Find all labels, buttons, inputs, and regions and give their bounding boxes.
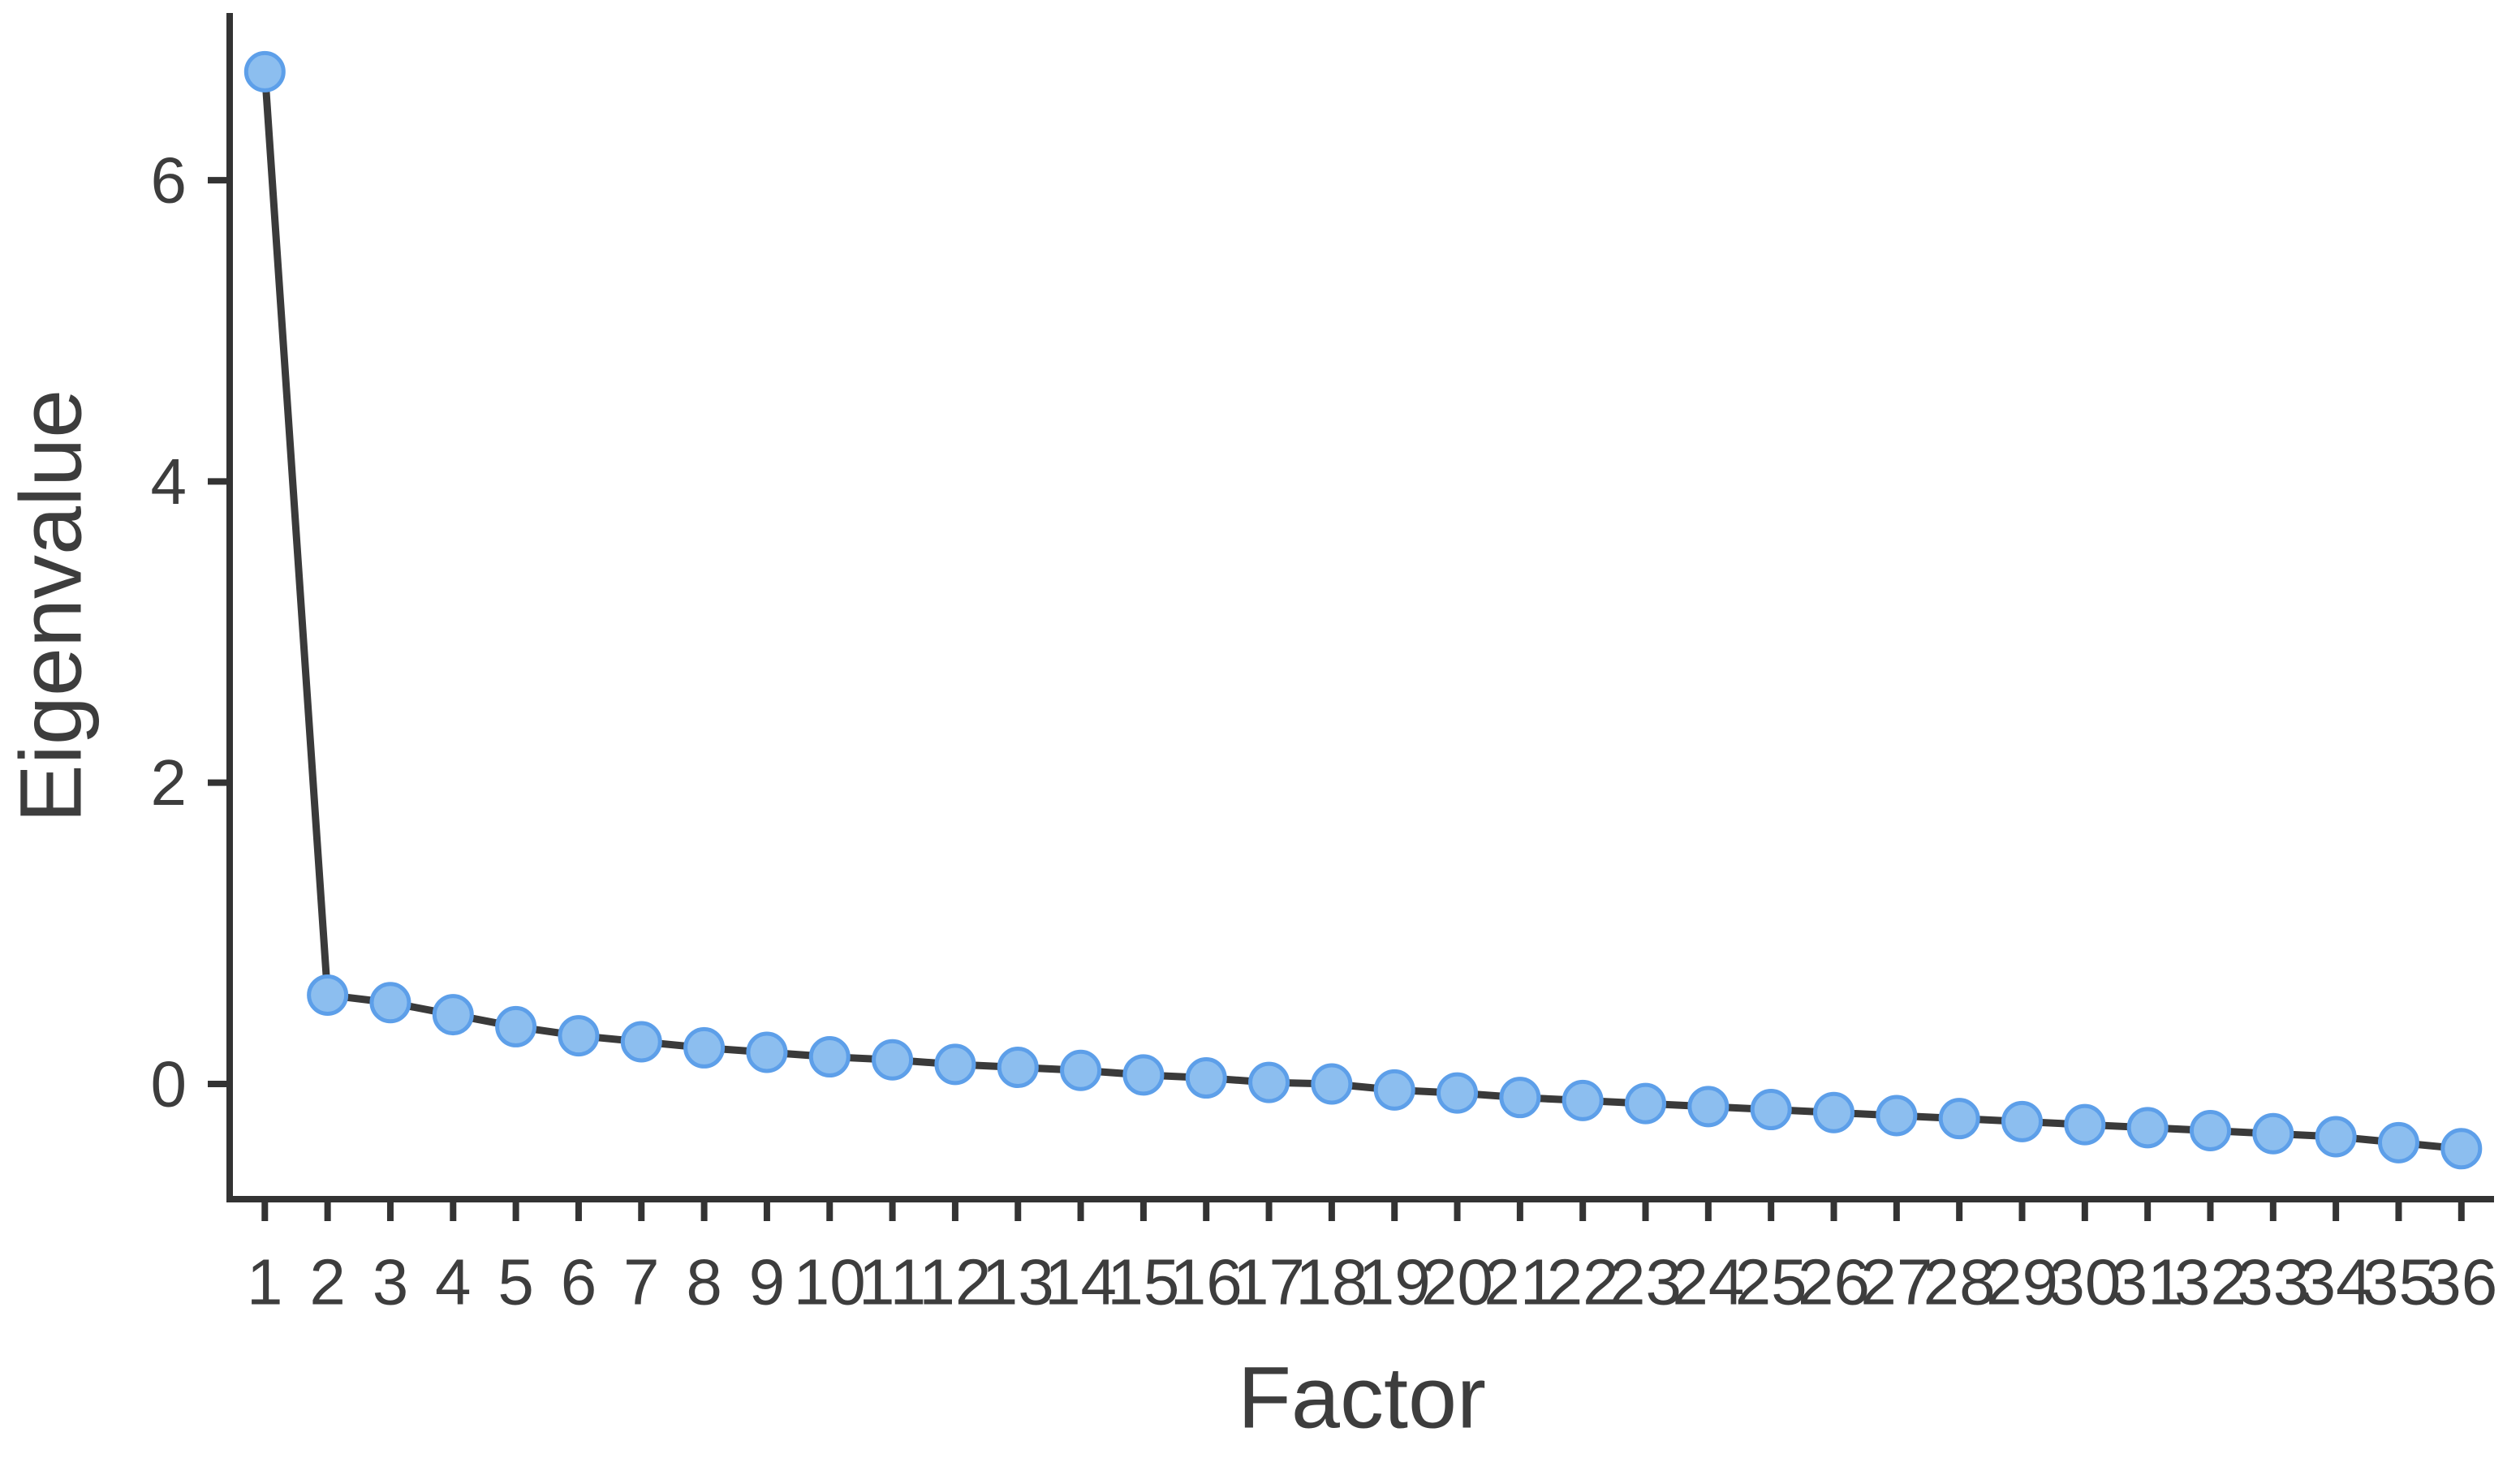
data-point — [1750, 1089, 1792, 1131]
data-point — [746, 1031, 788, 1073]
x-tick-label: 24 — [1672, 1246, 1744, 1318]
x-tick-label: 34 — [2300, 1246, 2372, 1318]
x-tick-label: 2 — [309, 1246, 346, 1318]
data-point — [1562, 1079, 1604, 1121]
x-tick-label: 26 — [1798, 1246, 1870, 1318]
x-tick-label: 4 — [435, 1246, 472, 1318]
x-tick-label: 11 — [859, 1246, 926, 1318]
x-tick-label: 21 — [1484, 1246, 1556, 1318]
x-tick-label: 15 — [1107, 1246, 1179, 1318]
y-tick-label: 4 — [151, 445, 187, 518]
y-tick-label: 2 — [151, 746, 187, 819]
data-point — [2315, 1116, 2357, 1158]
x-tick-label: 23 — [1609, 1246, 1682, 1318]
x-tick-label: 36 — [2425, 1246, 2497, 1318]
data-point — [1311, 1063, 1353, 1105]
data-point — [1499, 1077, 1541, 1119]
data-point — [2189, 1110, 2231, 1152]
x-tick-label: 3 — [373, 1246, 409, 1318]
x-tick-label: 32 — [2174, 1246, 2246, 1318]
data-point — [620, 1021, 662, 1063]
x-axis-title: Factor — [1238, 1348, 1486, 1447]
x-tick-label: 28 — [1923, 1246, 1996, 1318]
x-tick-label: 13 — [982, 1246, 1054, 1318]
data-point — [495, 1005, 537, 1047]
data-point — [2001, 1100, 2043, 1142]
data-point — [369, 982, 411, 1024]
x-tick-label: 19 — [1359, 1246, 1431, 1318]
x-tick-label: 18 — [1295, 1246, 1368, 1318]
data-point — [243, 50, 286, 92]
data-point — [2126, 1107, 2169, 1149]
x-tick-label: 5 — [498, 1246, 534, 1318]
x-tick-label: 12 — [919, 1246, 991, 1318]
data-point — [997, 1047, 1039, 1089]
data-point — [1060, 1049, 1102, 1091]
data-point — [1437, 1072, 1479, 1114]
data-point — [1122, 1054, 1165, 1096]
data-point — [1185, 1057, 1227, 1099]
y-axis-title: Eigenvalue — [2, 389, 100, 823]
data-point — [1938, 1098, 1980, 1140]
x-tick-label: 7 — [623, 1246, 660, 1318]
trend-line — [261, 67, 2466, 1153]
data-point — [1687, 1086, 1730, 1128]
y-tick-label: 6 — [151, 144, 187, 217]
x-tick-label: 30 — [2048, 1246, 2121, 1318]
x-tick-label: 1 — [247, 1246, 283, 1318]
data-point — [934, 1043, 976, 1086]
data-point — [683, 1026, 726, 1069]
x-tick-label: 20 — [1421, 1246, 1493, 1318]
data-point — [808, 1036, 851, 1078]
data-point — [2440, 1128, 2483, 1170]
x-tick-label: 33 — [2237, 1246, 2309, 1318]
data-point — [1248, 1061, 1290, 1103]
data-point — [2252, 1112, 2294, 1155]
y-tick-label: 0 — [151, 1047, 187, 1120]
data-point — [2064, 1103, 2106, 1146]
axes-layer — [226, 13, 2494, 1202]
x-tick-label: 29 — [1986, 1246, 2058, 1318]
data-point — [307, 974, 349, 1016]
x-tick-label: 9 — [749, 1246, 786, 1318]
data-point — [1813, 1091, 1855, 1133]
data-point — [558, 1015, 600, 1057]
x-tick-label: 25 — [1735, 1246, 1807, 1318]
data-point — [432, 994, 474, 1036]
x-tick-label: 16 — [1170, 1246, 1243, 1318]
data-point — [1373, 1069, 1415, 1111]
data-point — [1625, 1082, 1667, 1125]
series-layer — [243, 50, 2483, 1170]
x-tick-label: 8 — [686, 1246, 722, 1318]
x-tick-label: 35 — [2363, 1246, 2435, 1318]
data-point — [1876, 1095, 1918, 1137]
x-tick-label: 14 — [1045, 1246, 1117, 1318]
x-tick-label: 6 — [561, 1246, 597, 1318]
data-point — [872, 1039, 914, 1081]
x-tick-label: 22 — [1547, 1246, 1619, 1318]
x-tick-label: 17 — [1233, 1246, 1305, 1318]
x-tick-label: 31 — [2112, 1246, 2184, 1318]
data-point — [2377, 1121, 2419, 1163]
x-tick-label: 10 — [794, 1246, 866, 1318]
x-tick-label: 27 — [1860, 1246, 1932, 1318]
